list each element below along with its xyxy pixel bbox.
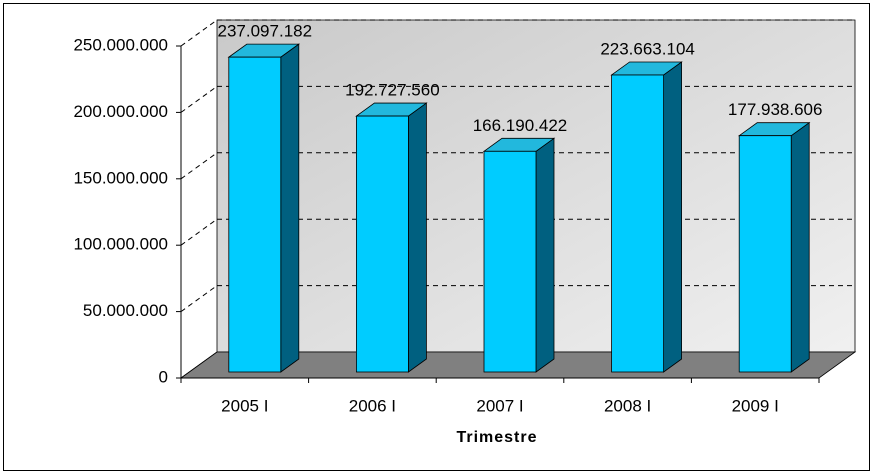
bar: [737, 121, 811, 373]
x-tick-label: 2009 I: [732, 396, 779, 415]
grid-line: [180, 285, 218, 313]
grid-line: [180, 218, 218, 246]
bar-face: [611, 74, 664, 373]
grid-line: [180, 19, 218, 47]
x-tick-label: 2008 I: [604, 396, 651, 415]
x-tick-label: 2006 I: [349, 396, 396, 415]
bar-face: [228, 56, 282, 373]
value-label: 223.663.104: [600, 39, 695, 58]
y-tick-label: 200.000.000: [73, 102, 168, 121]
bar: [482, 137, 556, 373]
y-tick-label: 150.000.000: [73, 168, 168, 187]
bar-face: [355, 115, 409, 373]
bar: [355, 102, 428, 373]
y-tick-label: 250.000.000: [73, 35, 168, 54]
x-tick-label: 2007 I: [476, 396, 523, 415]
grid-line: [180, 152, 218, 180]
value-label: 166.190.422: [473, 116, 568, 135]
y-tick-label: 0: [159, 367, 168, 386]
x-tick-label: 2005 I: [221, 396, 268, 415]
grid-line: [180, 85, 218, 113]
bar: [227, 43, 301, 373]
value-label: 192.727.560: [345, 81, 440, 100]
x-axis-title: Trimestre: [456, 429, 537, 446]
value-label: 177.938.606: [728, 100, 823, 119]
bar-face: [738, 135, 792, 373]
bar-face: [663, 61, 682, 373]
y-tick-label: 50.000.000: [83, 301, 168, 320]
bar: [610, 61, 683, 373]
bar-face: [483, 150, 537, 373]
bar-face: [535, 137, 555, 373]
y-tick-label: 100.000.000: [73, 235, 168, 254]
value-label: 237.097.182: [218, 22, 313, 41]
bar-face: [280, 43, 300, 373]
bar-face: [407, 102, 427, 373]
bar-face: [790, 121, 810, 373]
